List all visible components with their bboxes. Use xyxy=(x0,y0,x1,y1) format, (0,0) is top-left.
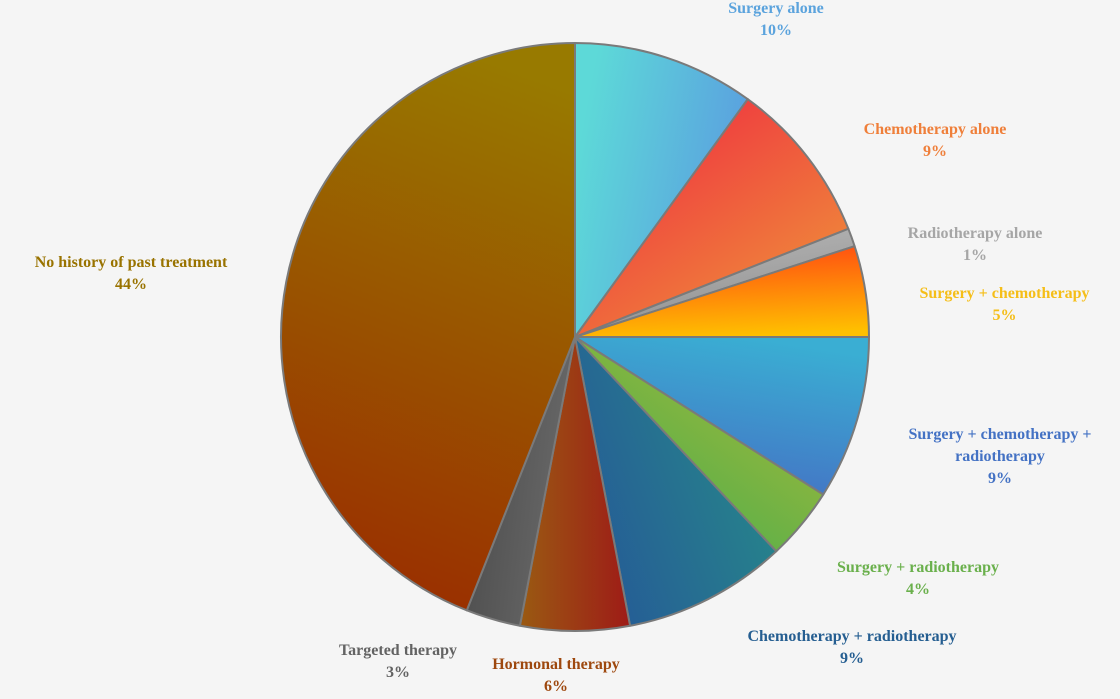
slices-group xyxy=(280,42,870,632)
pie-slice-surgery-alone xyxy=(574,42,749,338)
pie-slice-no-history-of-past-treatment xyxy=(280,42,576,612)
label-no-history: No history of past treatment 44% xyxy=(0,252,262,296)
pie-slice-chemotherapy-radiotherapy xyxy=(574,336,778,627)
label-name: Targeted therapy xyxy=(338,642,458,659)
label-name: Chemotherapy alone xyxy=(863,121,1007,138)
label-pct: 44% xyxy=(115,276,147,293)
label-name-line2: radiotherapy xyxy=(955,448,1045,465)
label-pct: 5% xyxy=(992,307,1017,324)
label-pct: 6% xyxy=(544,678,568,695)
label-name: Surgery + chemotherapy xyxy=(919,285,1090,302)
label-surgery-chemo-radiotherapy: Surgery + chemotherapy + radiotherapy 9% xyxy=(872,424,1120,490)
label-surgery-radiotherapy: Surgery + radiotherapy 4% xyxy=(800,557,1036,601)
label-name: Surgery alone xyxy=(728,0,824,17)
label-chemotherapy-alone: Chemotherapy alone 9% xyxy=(825,119,1045,163)
pie-slice-chemotherapy-alone xyxy=(574,98,850,338)
label-pct: 9% xyxy=(923,143,947,160)
pie-slice-surgery-chemotherapy-radiotherapy xyxy=(574,336,870,496)
label-pct: 3% xyxy=(386,664,410,681)
label-name: Chemotherapy + radiotherapy xyxy=(747,628,957,645)
label-pct: 9% xyxy=(988,470,1012,487)
label-pct: 9% xyxy=(840,650,864,667)
label-chemotherapy-radiotherapy: Chemotherapy + radiotherapy 9% xyxy=(700,626,1004,670)
label-name: Radiotherapy alone xyxy=(907,225,1043,242)
label-name: Surgery + radiotherapy xyxy=(837,559,999,576)
label-pct: 10% xyxy=(760,22,792,39)
label-name: No history of past treatment xyxy=(34,254,228,271)
label-name: Hormonal therapy xyxy=(492,656,620,673)
label-pct: 1% xyxy=(963,247,987,264)
label-name-line1: Surgery + chemotherapy + xyxy=(908,426,1092,443)
label-radiotherapy-alone: Radiotherapy alone 1% xyxy=(872,223,1078,267)
label-targeted-therapy: Targeted therapy 3% xyxy=(309,640,487,684)
label-hormonal-therapy: Hormonal therapy 6% xyxy=(462,654,650,698)
label-surgery-alone: Surgery alone 10% xyxy=(676,0,876,42)
label-pct: 4% xyxy=(906,581,930,598)
label-surgery-chemotherapy: Surgery + chemotherapy 5% xyxy=(889,283,1120,327)
